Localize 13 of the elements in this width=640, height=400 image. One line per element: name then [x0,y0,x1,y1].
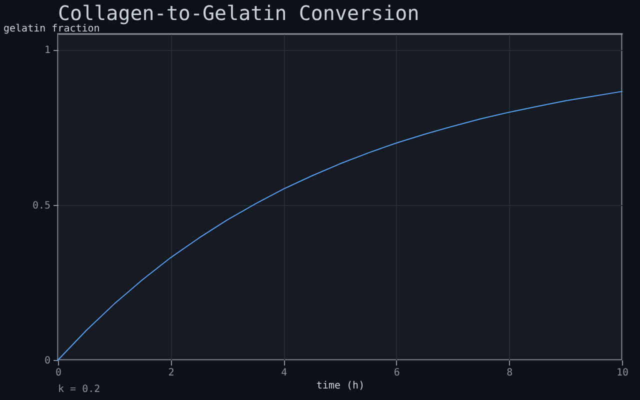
y-tick-label: 1 [44,45,50,56]
y-tick-label: 0 [44,356,50,366]
x-tick-label: 8 [506,368,513,378]
text: k = 0.2 [58,384,100,395]
x-tick-label: 2 [168,368,174,378]
x-axis-title: time (h) [316,380,365,392]
x-tick-label: 6 [394,368,400,378]
y-axis-title: gelatin fraction [4,24,100,34]
x-tick-label: 0 [55,368,62,378]
y-tick-label: 0.5 [32,200,50,212]
chart-title: Collagen-to-Gelatin Conversion [58,1,420,25]
x-tick-label: 10 [616,368,629,378]
x-tick-label: 4 [281,368,288,378]
